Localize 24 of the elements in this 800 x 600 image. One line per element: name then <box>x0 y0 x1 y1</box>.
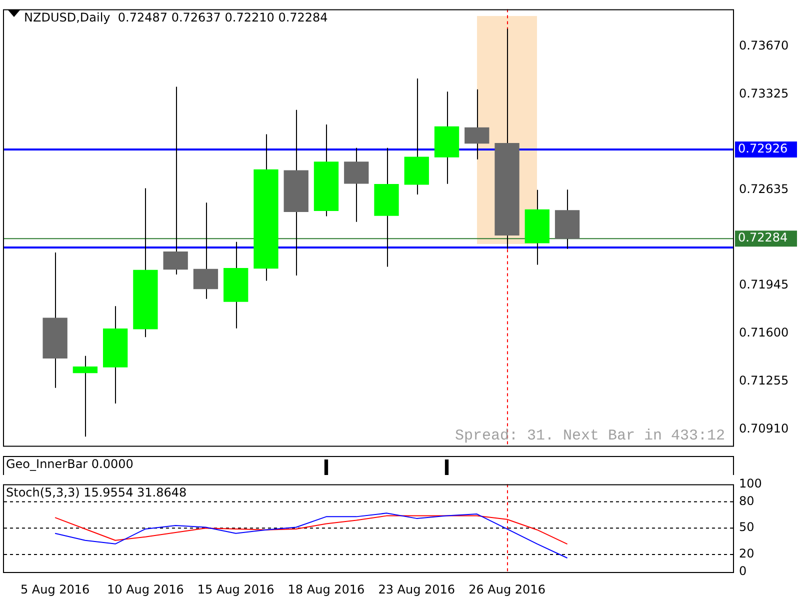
y-tick-label: 0.73325 <box>739 86 789 100</box>
y-tick-label: 20 <box>739 546 754 561</box>
y-tick-label: 100 <box>739 476 762 490</box>
y-tick-label: 0.71600 <box>739 326 789 340</box>
y-tick-label: 0 <box>739 564 747 578</box>
x-tick-label: 15 Aug 2016 <box>197 582 274 596</box>
chart-title: NZDUSD,Daily 0.72487 0.72637 0.72210 0.72284 <box>24 10 328 24</box>
x-tick-label: 18 Aug 2016 <box>288 582 365 596</box>
y-tick-label: 0.70910 <box>739 421 789 436</box>
chart-title: Stoch(5,3,3) 15.9554 31.8648 <box>6 485 187 500</box>
x-tick-label: 23 Aug 2016 <box>378 582 456 596</box>
x-tick-label: 5 Aug 2016 <box>20 582 90 596</box>
x-tick-label: 10 Aug 2016 <box>107 582 184 596</box>
y-tick-label: 0.72635 <box>739 182 789 196</box>
ref-line-label: 0.72926 <box>738 142 788 156</box>
annotation: Spread: 31. Next Bar in 433:12 <box>454 427 725 444</box>
y-tick-label: 0.71255 <box>739 373 789 388</box>
y-tick-label: 0.73670 <box>739 38 789 52</box>
x-tick-label: 26 Aug 2016 <box>468 582 546 596</box>
y-tick-label: 50 <box>739 520 754 534</box>
ref-line-label: 0.72284 <box>738 230 788 245</box>
y-tick-label: 80 <box>739 494 754 508</box>
chart-title: Geo_InnerBar 0.0000 <box>6 457 134 472</box>
y-tick-label: 0.71945 <box>739 278 789 292</box>
